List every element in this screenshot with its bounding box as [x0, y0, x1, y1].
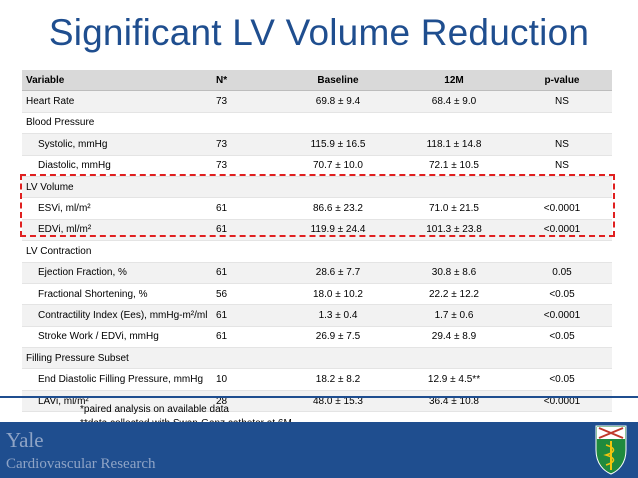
- cell-variable: Systolic, mmHg: [22, 133, 212, 156]
- cell-12m: [396, 176, 512, 199]
- cell-variable: Fractional Shortening, %: [22, 283, 212, 306]
- table-row: Heart Rate 73 69.8 ± 9.4 68.4 ± 9.0 NS: [22, 90, 612, 113]
- cell-variable: ESVi, ml/m²: [22, 197, 212, 220]
- header-n: N*: [212, 70, 280, 92]
- cell-p-value: <0.0001: [512, 390, 612, 413]
- cell-baseline: 115.9 ± 16.5: [280, 133, 396, 156]
- cell-baseline: [280, 240, 396, 263]
- slide-title: Significant LV Volume Reduction: [48, 12, 590, 53]
- cell-p-value: <0.05: [512, 368, 612, 391]
- table-header-row: Variable N* Baseline 12M p-value: [22, 70, 612, 92]
- cell-variable: Heart Rate: [22, 90, 212, 113]
- section-label: Blood Pressure: [22, 112, 212, 135]
- cell-12m: [396, 347, 512, 370]
- cell-12m: 68.4 ± 9.0: [396, 90, 512, 113]
- cell-12m: 30.8 ± 8.6: [396, 262, 512, 284]
- cell-n: 61: [212, 262, 280, 284]
- table-row: Contractility Index (Ees), mmHg-m²/ml 61…: [22, 304, 612, 327]
- cell-baseline: 26.9 ± 7.5: [280, 326, 396, 349]
- lv-volume-highlight-box: [20, 174, 615, 237]
- cell-p-value: <0.0001: [512, 304, 612, 327]
- cell-p-value: <0.0001: [512, 197, 612, 220]
- cell-12m: 36.4 ± 10.8: [396, 390, 512, 413]
- cell-12m: [396, 240, 512, 263]
- cell-n: 28: [212, 390, 280, 413]
- section-label: Filling Pressure Subset: [22, 347, 212, 370]
- table-row: ESVi, ml/m² 61 86.6 ± 23.2 71.0 ± 21.5 <…: [22, 197, 612, 220]
- header-variable: Variable: [22, 70, 212, 92]
- footer-bar: [0, 422, 638, 478]
- cell-p-value: [512, 240, 612, 263]
- table-row: Systolic, mmHg 73 115.9 ± 16.5 118.1 ± 1…: [22, 133, 612, 156]
- table-row: Ejection Fraction, % 61 28.6 ± 7.7 30.8 …: [22, 262, 612, 284]
- footer-cardiovascular-research: Cardiovascular Research: [6, 456, 156, 472]
- cell-variable: Diastolic, mmHg: [22, 155, 212, 177]
- cell-12m: 22.2 ± 12.2: [396, 283, 512, 306]
- cell-baseline: [280, 112, 396, 135]
- cell-n: [212, 347, 280, 370]
- cell-n: 73: [212, 133, 280, 156]
- cell-n: 61: [212, 326, 280, 349]
- cell-12m: 12.9 ± 4.5**: [396, 368, 512, 391]
- section-label: LV Contraction: [22, 240, 212, 263]
- cell-variable: Contractility Index (Ees), mmHg-m²/ml: [22, 304, 212, 327]
- cell-variable: Ejection Fraction, %: [22, 262, 212, 284]
- cell-12m: 29.4 ± 8.9: [396, 326, 512, 349]
- cell-baseline: 18.2 ± 8.2: [280, 368, 396, 391]
- cell-baseline: 69.8 ± 9.4: [280, 90, 396, 113]
- table-row: LAVi, ml/m² 28 48.0 ± 15.3 36.4 ± 10.8 <…: [22, 390, 612, 413]
- header-baseline: Baseline: [280, 70, 396, 92]
- cell-12m: [396, 112, 512, 135]
- cell-p-value: <0.05: [512, 283, 612, 306]
- cell-variable: End Diastolic Filling Pressure, mmHg: [22, 368, 212, 391]
- cell-variable: Stroke Work / EDVi, mmHg: [22, 326, 212, 349]
- cell-n: 61: [212, 197, 280, 220]
- cell-n: 10: [212, 368, 280, 391]
- cell-n: [212, 240, 280, 263]
- cell-p-value: [512, 112, 612, 135]
- header-12m: 12M: [396, 70, 512, 92]
- table-row: Fractional Shortening, % 56 18.0 ± 10.2 …: [22, 283, 612, 306]
- table-section-row: LV Contraction: [22, 240, 612, 263]
- divider-rule: [0, 396, 638, 398]
- table-row: Stroke Work / EDVi, mmHg 61 26.9 ± 7.5 2…: [22, 326, 612, 349]
- cell-p-value: [512, 347, 612, 370]
- cell-n: 61: [212, 304, 280, 327]
- cell-n: 56: [212, 283, 280, 306]
- table-section-row: LV Volume: [22, 176, 612, 199]
- table-section-row: Blood Pressure: [22, 112, 612, 135]
- cell-baseline: 18.0 ± 10.2: [280, 283, 396, 306]
- cell-baseline: 28.6 ± 7.7: [280, 262, 396, 284]
- medical-shield-logo-icon: [595, 425, 627, 475]
- cell-p-value: NS: [512, 90, 612, 113]
- cell-12m: 71.0 ± 21.5: [396, 197, 512, 220]
- table-section-row: Filling Pressure Subset: [22, 347, 612, 370]
- cell-p-value: NS: [512, 155, 612, 177]
- cell-baseline: 48.0 ± 15.3: [280, 390, 396, 413]
- cell-p-value: 0.05: [512, 262, 612, 284]
- footer-yale-wordmark: Yale: [6, 428, 44, 452]
- cell-n: 73: [212, 155, 280, 177]
- cell-baseline: 1.3 ± 0.4: [280, 304, 396, 327]
- header-p-value: p-value: [512, 70, 612, 92]
- cell-baseline: [280, 176, 396, 199]
- cell-n: [212, 112, 280, 135]
- cell-12m: 118.1 ± 14.8: [396, 133, 512, 156]
- results-table: Variable N* Baseline 12M p-value Heart R…: [22, 70, 612, 413]
- cell-p-value: NS: [512, 133, 612, 156]
- cell-baseline: [280, 347, 396, 370]
- section-label: LV Volume: [22, 176, 212, 199]
- footnote-paired: *paired analysis on available data: [80, 404, 229, 415]
- cell-baseline: 86.6 ± 23.2: [280, 197, 396, 220]
- cell-n: 73: [212, 90, 280, 113]
- cell-n: [212, 176, 280, 199]
- cell-p-value: <0.05: [512, 326, 612, 349]
- table-row: End Diastolic Filling Pressure, mmHg 10 …: [22, 368, 612, 391]
- cell-variable: LAVi, ml/m²: [22, 390, 212, 413]
- cell-12m: 1.7 ± 0.6: [396, 304, 512, 327]
- cell-p-value: [512, 176, 612, 199]
